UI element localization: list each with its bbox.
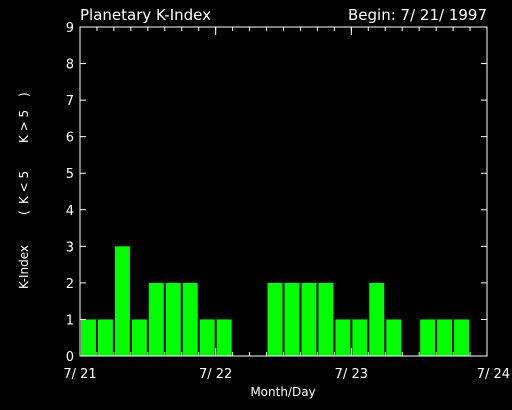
bar: [369, 282, 385, 356]
y-tick-label: 3: [66, 240, 74, 255]
y-axis-label-low: K < 5: [17, 171, 31, 204]
y-tick-label: 1: [66, 313, 74, 328]
x-tick-label: 7/ 22: [199, 367, 232, 382]
bar: [437, 319, 453, 356]
y-axis-label-high: K > 5: [17, 110, 31, 143]
y-axis-label-close-paren: ): [17, 92, 31, 97]
bar-group: [81, 246, 470, 356]
bar: [352, 319, 368, 356]
y-tick-label: 2: [66, 277, 74, 292]
bar: [386, 319, 402, 356]
bar: [114, 246, 130, 356]
y-axis-label-kindex: K-Index: [17, 245, 31, 289]
bar: [318, 282, 334, 356]
y-tick-label: 6: [66, 131, 74, 146]
bar: [81, 319, 96, 356]
begin-date-label: Begin: 7/ 21/ 1997: [348, 6, 487, 24]
y-tick-label: 7: [66, 94, 74, 109]
bar: [148, 282, 164, 356]
bar: [284, 282, 300, 356]
chart-title: Planetary K-Index: [80, 6, 211, 24]
bar: [165, 282, 181, 356]
x-tick-label: 7/ 21: [63, 367, 96, 382]
bar: [301, 282, 317, 356]
y-axis-label: K-Index ( K < 5 K > 5 ): [17, 92, 31, 289]
bar: [182, 282, 198, 356]
bar: [131, 319, 147, 356]
bar: [267, 282, 283, 356]
bar: [97, 319, 113, 356]
y-tick-label: 5: [66, 167, 74, 182]
axes: 0 1 2 3 4 5 6 7 8 9 7/ 21 7/ 22 7/ 23 7/ 24: [63, 21, 510, 382]
bar: [420, 319, 436, 356]
y-tick-label: 8: [66, 58, 74, 73]
y-axis-label-open-paren: (: [17, 210, 31, 215]
y-tick-label: 4: [66, 204, 74, 219]
x-tick-label: 7/ 24: [477, 367, 510, 382]
bar: [454, 319, 470, 356]
x-axis-label: Month/Day: [250, 385, 315, 399]
x-tick-label: 7/ 23: [335, 367, 368, 382]
bar: [199, 319, 215, 356]
bar: [216, 319, 232, 356]
y-tick-label: 9: [66, 21, 74, 36]
y-tick-label: 0: [66, 350, 74, 365]
bar: [335, 319, 351, 356]
